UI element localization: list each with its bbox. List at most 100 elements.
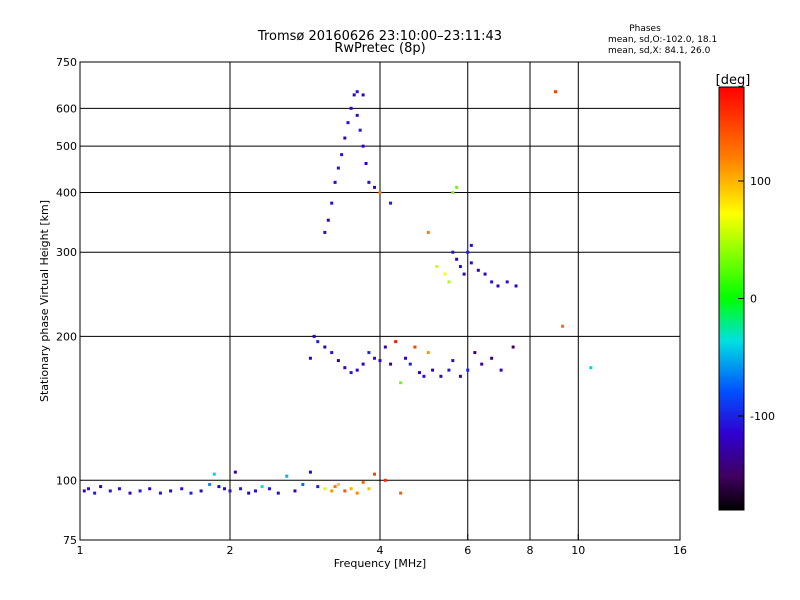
y-ticks: 75 100 200 300 400 500 600 750 (56, 56, 77, 547)
colorbar-tick-label: -100 (750, 410, 775, 423)
data-point (308, 470, 312, 474)
phases-title: Phases (629, 24, 661, 34)
data-point (361, 144, 365, 148)
data-point (361, 362, 365, 366)
data-point (451, 250, 455, 254)
x-tick-label: 6 (464, 544, 471, 557)
x-tick-label: 1 (77, 544, 84, 557)
x-tick-label: 16 (673, 544, 687, 557)
data-point (285, 474, 289, 478)
data-point (462, 272, 466, 276)
y-tick-label: 500 (56, 140, 77, 153)
data-point (435, 265, 439, 269)
phases-o-line: mean, sd,O:-102.0, 18.1 (608, 35, 717, 45)
data-point (483, 272, 487, 276)
data-point (333, 485, 337, 489)
data-point (373, 185, 377, 189)
data-point (499, 368, 503, 372)
y-axis-label: Stationary phase Virtual Height [km] (38, 200, 51, 402)
data-point (358, 128, 362, 132)
x-tick-label: 8 (527, 544, 534, 557)
data-point (422, 374, 426, 378)
phases-x-line: mean, sd,X: 84.1, 26.0 (608, 46, 711, 56)
data-point (336, 166, 340, 170)
data-point (469, 243, 473, 247)
x-tick-label: 2 (227, 544, 234, 557)
chart-subtitle: RwPretec (8p) (334, 41, 425, 56)
data-point (367, 487, 371, 491)
data-point (355, 90, 359, 94)
data-point (476, 268, 480, 272)
data-point (343, 366, 347, 370)
data-point (403, 356, 407, 360)
data-point (138, 489, 142, 493)
data-point (128, 491, 132, 495)
data-point (553, 90, 557, 94)
data-point (451, 190, 455, 194)
data-point (480, 362, 484, 366)
data-point (511, 345, 515, 349)
data-point (443, 272, 447, 276)
data-point (343, 489, 347, 493)
data-point (490, 280, 494, 284)
data-point (228, 489, 232, 493)
data-point (82, 489, 86, 493)
data-point (447, 368, 451, 372)
data-point (378, 359, 382, 363)
data-point (455, 257, 459, 261)
data-point (355, 491, 359, 495)
data-point (323, 487, 327, 491)
data-point (212, 472, 216, 476)
x-tick-label: 4 (377, 544, 384, 557)
data-point (316, 485, 320, 489)
data-point (458, 265, 462, 269)
data-point (355, 113, 359, 117)
data-point (312, 334, 316, 338)
data-point (148, 487, 152, 491)
x-tick-label: 10 (571, 544, 585, 557)
chart-title: Tromsø 20160626 23:10:00–23:11:43 (257, 29, 502, 44)
data-point (333, 180, 337, 184)
data-point (367, 180, 371, 184)
data-point (355, 368, 359, 372)
data-point (346, 121, 350, 125)
data-point (316, 340, 320, 344)
data-point (217, 485, 221, 489)
data-point (239, 487, 243, 491)
data-point (473, 351, 477, 355)
data-point (169, 489, 173, 493)
data-point (267, 487, 271, 491)
data-point (361, 93, 365, 97)
data-point (117, 487, 121, 491)
data-point (389, 201, 393, 205)
data-point (399, 381, 403, 385)
data-point (253, 489, 257, 493)
data-point (93, 491, 97, 495)
data-point (108, 489, 112, 493)
data-point (439, 374, 443, 378)
x-axis-label: Frequency [MHz] (334, 557, 426, 570)
data-points (82, 90, 593, 495)
data-point (458, 374, 462, 378)
data-point (431, 368, 435, 372)
data-point (86, 487, 90, 491)
y-tick-label: 300 (56, 246, 77, 259)
data-point (233, 470, 237, 474)
data-point (199, 489, 203, 493)
data-point (352, 93, 356, 97)
data-point (514, 284, 518, 288)
data-point (343, 136, 347, 140)
y-tick-label: 100 (56, 474, 77, 487)
colorbar-label: [deg] (716, 73, 751, 88)
data-point (455, 185, 459, 189)
data-point (589, 366, 593, 370)
data-point (561, 324, 565, 328)
data-point (364, 161, 368, 165)
data-point (326, 218, 330, 222)
data-point (349, 371, 353, 375)
data-point (336, 359, 340, 363)
data-point (330, 489, 334, 493)
data-point (383, 478, 387, 482)
data-point (505, 280, 509, 284)
data-point (260, 485, 264, 489)
